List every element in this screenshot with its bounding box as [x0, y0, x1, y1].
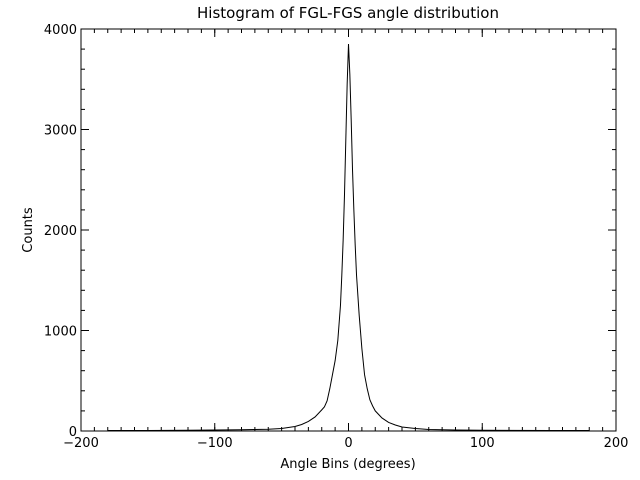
x-tick-label: −100 [197, 436, 233, 451]
y-tick-label: 3000 [44, 124, 77, 139]
y-tick-label: 4000 [44, 23, 77, 38]
x-tick-label: −200 [63, 436, 99, 451]
y-tick-label: 1000 [44, 325, 77, 340]
minor-ticks [80, 28, 617, 432]
histogram-line [107, 44, 590, 431]
y-tick-labels: 0 1000 2000 3000 4000 [44, 23, 77, 440]
y-tick-label: 2000 [44, 224, 77, 239]
major-ticks [80, 28, 617, 432]
plot-frame [80, 28, 617, 432]
x-tick-label: 100 [470, 436, 495, 451]
chart-title: Histogram of FGL-FGS angle distribution [197, 4, 499, 22]
x-tick-label: 200 [604, 436, 629, 451]
x-axis-label: Angle Bins (degrees) [280, 457, 415, 472]
y-axis-label: Counts [21, 207, 36, 253]
y-tick-label: 0 [69, 425, 77, 440]
x-tick-label: 0 [344, 436, 352, 451]
x-tick-labels: −200 −100 0 100 200 [63, 436, 628, 451]
